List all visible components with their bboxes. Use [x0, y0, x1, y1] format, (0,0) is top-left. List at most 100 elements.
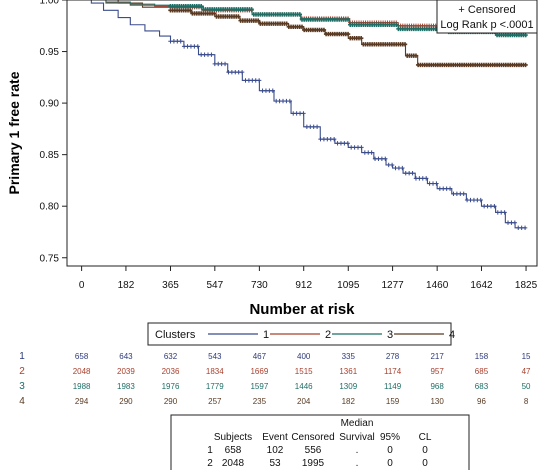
censor-mark — [331, 136, 337, 142]
y-tick-label: 0.90 — [40, 99, 60, 110]
summary-cell: 0 — [422, 445, 428, 456]
censor-mark — [410, 171, 415, 176]
risk-cell: 290 — [164, 397, 178, 406]
censor-mark — [394, 22, 399, 27]
censor-mark — [222, 61, 228, 67]
risk-cell: 685 — [475, 367, 489, 376]
censor-mark — [249, 7, 254, 12]
clusters-legend-title: Clusters — [155, 329, 196, 341]
risk-cell: 294 — [75, 397, 89, 406]
risk-cell: 683 — [475, 382, 489, 391]
censor-mark — [400, 165, 405, 171]
censor-mark — [236, 14, 241, 19]
summary-cell: 1995 — [302, 458, 325, 469]
risk-cell: 1309 — [339, 382, 357, 391]
risk-cell: 204 — [297, 397, 311, 406]
risk-cell: 2039 — [117, 367, 135, 376]
legend-censored-text: + Censored — [458, 4, 515, 16]
summary-cell: 53 — [269, 458, 281, 469]
risk-cell: 1597 — [250, 382, 268, 391]
censor-mark — [389, 162, 395, 168]
series-1-censor-marks — [168, 39, 528, 231]
risk-cell: 278 — [386, 352, 400, 361]
risk-cell: 632 — [164, 352, 178, 361]
summary-row-label: 2 — [207, 458, 213, 469]
y-tick-label: 0.75 — [40, 253, 60, 264]
risk-cell: 1976 — [162, 382, 180, 391]
censor-mark — [321, 27, 327, 33]
clusters-legend-label-1: 1 — [263, 329, 269, 341]
x-tick-label: 1460 — [426, 280, 449, 291]
risk-cell: 257 — [208, 397, 222, 406]
censor-mark — [461, 191, 466, 197]
risk-cell: 217 — [430, 352, 444, 361]
risk-cell: 1174 — [384, 367, 402, 376]
summary-row-label: 1 — [207, 445, 213, 456]
y-tick-label: 0.95 — [40, 47, 60, 58]
risk-cell: 658 — [75, 352, 89, 361]
risk-cell: 643 — [119, 352, 133, 361]
censor-mark — [369, 150, 374, 155]
summary-cell: 0 — [387, 445, 393, 456]
censor-mark — [423, 176, 429, 181]
censor-mark — [447, 186, 453, 191]
risk-cell: 400 — [297, 352, 311, 361]
risk-cell: 1361 — [339, 367, 357, 376]
censor-mark — [287, 98, 293, 104]
risk-cell: 50 — [522, 382, 531, 391]
censor-mark — [358, 35, 364, 41]
censor-mark — [522, 225, 528, 231]
censor-mark — [284, 21, 289, 26]
summary-cell: . — [356, 458, 359, 469]
censor-mark — [198, 3, 204, 9]
risk-cell: 15 — [522, 352, 531, 361]
risk-row-label: 4 — [19, 396, 25, 407]
summary-header: 95% — [380, 432, 400, 443]
censor-mark — [359, 145, 364, 150]
censor-mark — [345, 31, 351, 37]
risk-row-label: 2 — [19, 366, 25, 377]
censor-mark — [512, 220, 518, 225]
x-tick-label: 1642 — [470, 280, 493, 291]
risk-cell: 467 — [253, 352, 267, 361]
risk-cell: 158 — [475, 352, 489, 361]
series-4-censor-marks — [168, 8, 528, 68]
x-tick-label: 365 — [162, 280, 179, 291]
censor-mark — [523, 62, 528, 68]
summary-header: Survival — [339, 432, 375, 443]
summary-header: Event — [262, 432, 288, 443]
summary-header: CL — [419, 432, 432, 443]
censor-mark — [256, 78, 262, 83]
summary-cell: . — [356, 445, 359, 456]
x-tick-label: 730 — [251, 280, 268, 291]
y-tick-label: 1.00 — [40, 0, 60, 7]
risk-cell: 957 — [430, 367, 444, 376]
x-tick-label: 1825 — [515, 280, 538, 291]
risk-cell: 1988 — [73, 382, 91, 391]
censor-mark — [478, 197, 483, 203]
risk-cell: 182 — [342, 397, 356, 406]
censor-mark — [239, 69, 245, 75]
censor-mark — [297, 12, 303, 17]
clusters-legend-label-2: 2 — [325, 329, 331, 341]
summary-header: Subjects — [214, 432, 252, 443]
summary-header-median: Median — [341, 418, 374, 429]
risk-cell: 543 — [208, 352, 222, 361]
legend-logrank-text: Log Rank p <.0001 — [440, 19, 533, 31]
risk-cell: 96 — [477, 397, 486, 406]
x-tick-label: 1277 — [381, 280, 404, 291]
risk-cell: 235 — [253, 397, 267, 406]
risk-cell: 2048 — [73, 367, 91, 376]
risk-cell: 130 — [430, 397, 444, 406]
x-tick-label: 1095 — [337, 280, 360, 291]
y-tick-label: 0.80 — [40, 202, 60, 213]
censor-mark — [345, 17, 351, 22]
censor-mark — [345, 141, 350, 146]
risk-cell: 1446 — [295, 382, 313, 391]
risk-row-label: 3 — [19, 381, 25, 392]
risk-cell: 1983 — [117, 382, 135, 391]
summary-cell: 2048 — [222, 458, 245, 469]
risk-cell: 968 — [430, 382, 444, 391]
